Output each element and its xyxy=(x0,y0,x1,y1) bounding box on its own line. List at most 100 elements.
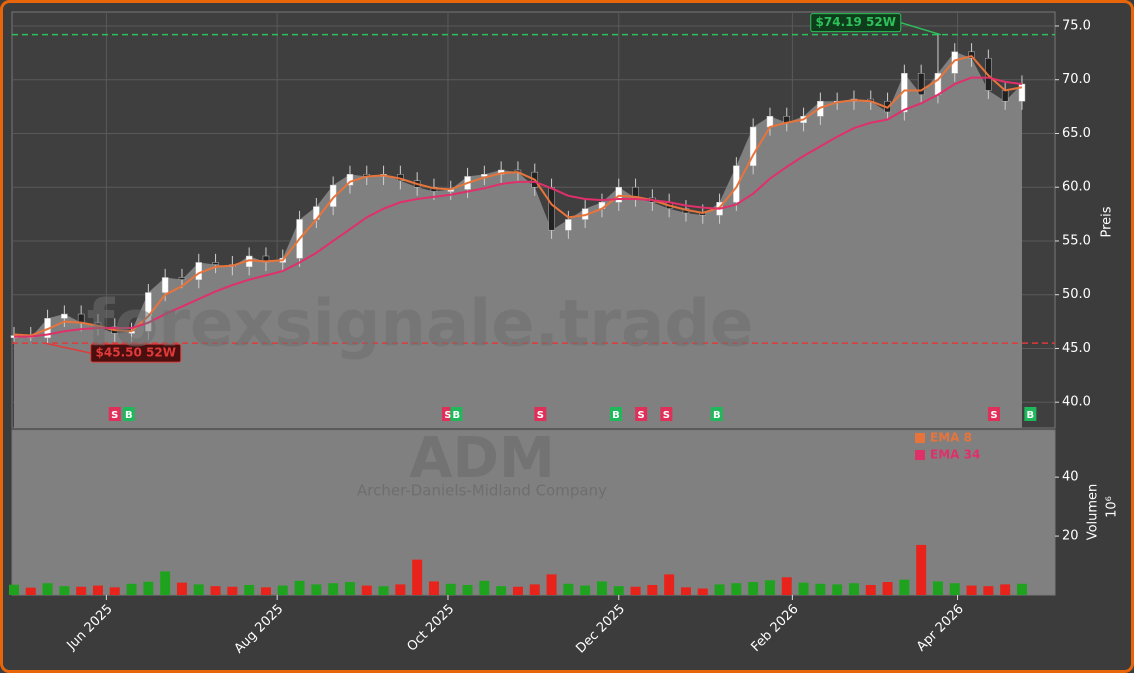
volume-bar xyxy=(731,583,742,595)
volume-bar xyxy=(580,585,591,595)
volume-bar xyxy=(176,582,187,595)
volume-bar xyxy=(714,584,725,595)
volume-bar xyxy=(697,588,708,595)
volume-bar xyxy=(848,583,859,595)
volume-bar xyxy=(294,580,305,595)
candle-body xyxy=(195,262,203,280)
volume-unit: 10⁶ xyxy=(1105,496,1120,518)
signal-marker xyxy=(635,407,648,421)
signal-label: B xyxy=(125,410,133,421)
candle-body xyxy=(178,277,186,280)
volume-bar xyxy=(462,584,473,595)
candle-body xyxy=(346,174,354,186)
y-axis-label: Preis xyxy=(1100,206,1115,237)
volume-bar xyxy=(193,584,204,595)
volume-bar xyxy=(916,544,927,595)
candle-body xyxy=(61,313,68,319)
volume-tick-label: 40 xyxy=(1062,470,1079,485)
signal-marker xyxy=(122,407,135,421)
volume-bar xyxy=(59,586,70,595)
volume-tick-label: 20 xyxy=(1062,529,1079,544)
volume-bar xyxy=(512,586,523,595)
signal-label: S xyxy=(111,410,118,421)
signal-label: B xyxy=(453,410,461,421)
volume-bar xyxy=(361,585,372,595)
ema-line xyxy=(13,54,1023,337)
volume-bar xyxy=(496,586,507,595)
signal-marker xyxy=(710,407,723,421)
volume-bar xyxy=(42,583,53,595)
volume-bar xyxy=(664,574,675,595)
legend-swatch xyxy=(915,450,925,460)
volume-bar xyxy=(109,587,120,595)
ema-line xyxy=(13,76,1023,338)
candle-body xyxy=(262,255,270,263)
legend-label: EMA 34 xyxy=(930,448,980,462)
volume-bar xyxy=(210,586,221,595)
signal-marker xyxy=(534,407,547,421)
legend-label: EMA 8 xyxy=(930,431,972,445)
volume-bar xyxy=(126,583,137,595)
candle-body xyxy=(161,277,169,293)
candle-body xyxy=(77,313,85,323)
signal-marker xyxy=(987,407,1000,421)
volume-bar xyxy=(1016,583,1027,595)
volume-bar xyxy=(8,584,19,595)
watermark-company: Archer-Daniels-Midland Company xyxy=(357,482,607,500)
watermark: forexsignale.trade xyxy=(87,288,754,362)
y-tick-label: 40.0 xyxy=(1062,395,1091,410)
volume-bar xyxy=(781,577,792,595)
volume-bar xyxy=(25,587,36,595)
volume-bar xyxy=(311,584,322,595)
volume-bar xyxy=(882,582,893,595)
signal-label: S xyxy=(444,410,451,421)
candle-body xyxy=(1018,83,1026,102)
volume-bar xyxy=(378,586,389,595)
annotation-label: $45.50 52W xyxy=(96,346,176,360)
volume-bar xyxy=(546,574,557,595)
volume-bar xyxy=(328,583,339,595)
volume-bar xyxy=(832,584,843,595)
candle-body xyxy=(917,73,925,96)
volume-bar xyxy=(748,582,759,595)
volume-bar xyxy=(344,582,355,595)
volume-bar xyxy=(143,581,154,595)
volume-bar xyxy=(815,583,826,595)
close-area xyxy=(13,51,1022,428)
signal-marker xyxy=(108,407,121,421)
volume-bar xyxy=(798,582,809,595)
volume-bar xyxy=(630,586,641,595)
candle-body xyxy=(749,126,757,166)
volume-bar xyxy=(596,581,607,595)
volume-bar xyxy=(160,571,171,595)
candle-body xyxy=(548,186,555,231)
y-tick-label: 60.0 xyxy=(1062,180,1091,195)
y-tick-label: 45.0 xyxy=(1062,341,1091,356)
signal-label: B xyxy=(713,410,721,421)
volume-bar xyxy=(529,584,540,595)
candle-body xyxy=(481,174,488,177)
volume-axis-label: Volumen xyxy=(1086,484,1101,541)
candle-body xyxy=(968,51,975,59)
candle-body xyxy=(766,116,774,128)
y-tick-label: 65.0 xyxy=(1062,126,1091,141)
volume-panel xyxy=(11,429,1056,596)
volume-bar xyxy=(395,584,406,595)
y-tick-label: 55.0 xyxy=(1062,233,1091,248)
candle-body xyxy=(212,262,219,265)
volume-bar xyxy=(1000,584,1011,595)
volume-bar xyxy=(277,585,288,595)
annotation-box xyxy=(810,13,902,33)
signal-label: B xyxy=(612,410,620,421)
volume-bar xyxy=(244,584,255,595)
volume-bar xyxy=(92,585,103,595)
volume-bar xyxy=(563,583,574,595)
signal-label: B xyxy=(1027,410,1035,421)
signal-marker xyxy=(660,407,673,421)
volume-bar xyxy=(412,559,423,595)
volume-bar xyxy=(966,585,977,595)
volume-bar xyxy=(647,584,658,595)
volume-bar xyxy=(932,581,943,595)
volume-bar xyxy=(613,586,624,595)
